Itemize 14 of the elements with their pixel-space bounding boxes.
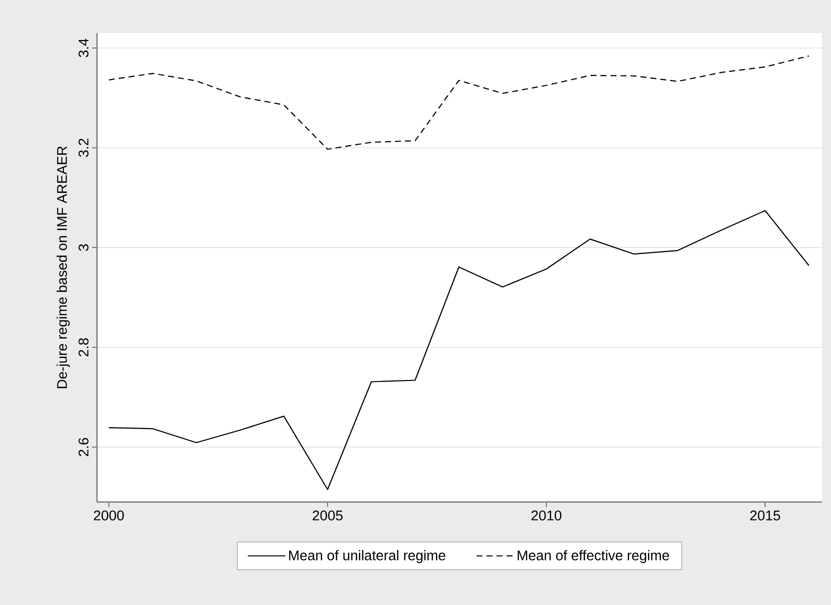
y-tick-label: 3.4 — [78, 38, 88, 58]
y-tick-label: 2.6 — [78, 438, 88, 456]
y-tick-label: 3.2 — [78, 138, 88, 157]
legend-label: Mean of unilateral regime — [289, 550, 446, 564]
x-tick-label: 2010 — [531, 510, 562, 520]
x-tick-label: 2000 — [94, 510, 124, 520]
legend-label: Mean of effective regime — [518, 550, 670, 564]
y-tick-label: 2.8 — [78, 338, 88, 356]
line-series — [108, 55, 810, 150]
y-axis-title: De-jure regime based on IMF AREAER — [56, 146, 70, 388]
x-tick-label: 2005 — [312, 510, 343, 520]
x-tick-label: 2015 — [750, 510, 780, 520]
line-series — [108, 210, 810, 490]
y-tick-label: 3 — [78, 244, 88, 251]
